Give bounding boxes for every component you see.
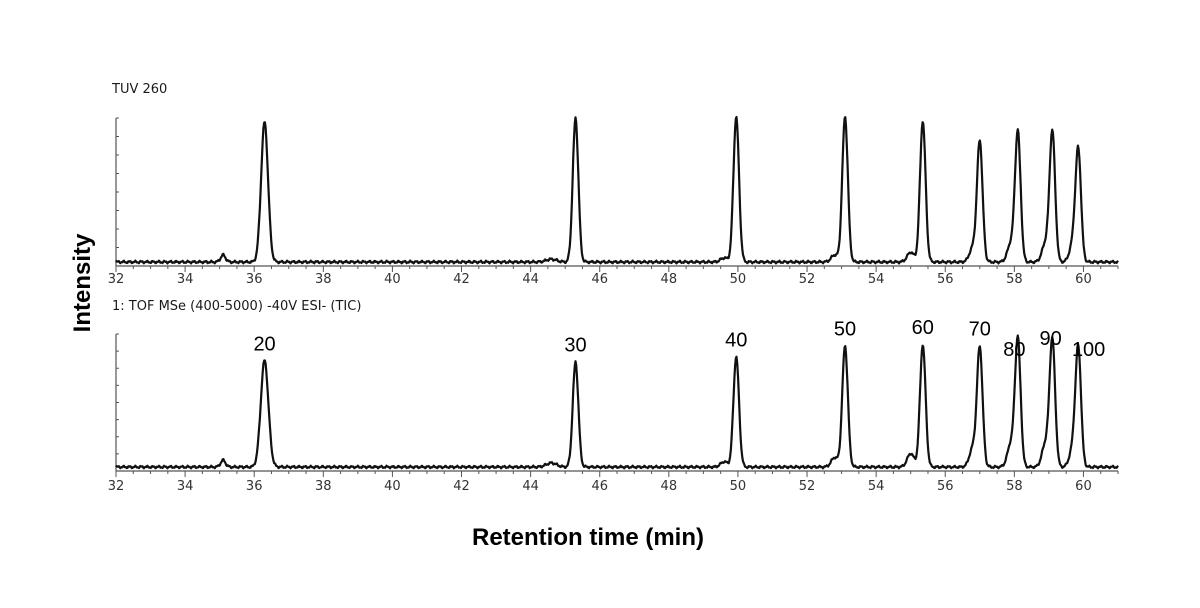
x-tick-label: 48 bbox=[661, 272, 678, 287]
x-tick-label: 54 bbox=[868, 272, 885, 287]
x-tick-label: 40 bbox=[384, 479, 401, 494]
x-tick-label: 60 bbox=[1075, 479, 1092, 494]
y-axis-label: Intensity bbox=[69, 233, 96, 332]
peak-label: 100 bbox=[1072, 339, 1105, 361]
x-tick-label: 54 bbox=[868, 479, 885, 494]
x-axis-label: Retention time (min) bbox=[472, 524, 704, 551]
x-tick-label: 34 bbox=[177, 272, 194, 287]
peak-label: 40 bbox=[725, 329, 747, 351]
x-tick-label: 40 bbox=[384, 272, 401, 287]
x-tick-label: 36 bbox=[246, 272, 263, 287]
panel-2: 1: TOF MSe (400-5000) -40V ESI- (TIC) 32 3… bbox=[108, 299, 1119, 494]
x-tick-label: 60 bbox=[1075, 272, 1092, 287]
x-tick-label: 44 bbox=[522, 272, 539, 287]
x-tick-label: 50 bbox=[730, 272, 747, 287]
peak-label: 30 bbox=[564, 335, 586, 357]
panel-1: TUV 260 32 34 36 38 40 42 44 46 48 50 52 54 56 58 60 bbox=[108, 82, 1119, 287]
x-tick-label: 50 bbox=[730, 479, 747, 494]
x-tick-label: 38 bbox=[315, 272, 332, 287]
chromatogram-trace bbox=[115, 115, 1119, 265]
x-tick-label: 36 bbox=[246, 479, 263, 494]
x-tick-label: 48 bbox=[661, 479, 678, 494]
x-tick-label: 46 bbox=[591, 479, 608, 494]
x-tick-label: 42 bbox=[453, 479, 470, 494]
panel-title: TUV 260 bbox=[111, 82, 167, 97]
x-tick-label: 58 bbox=[1006, 479, 1023, 494]
panel-title: 1: TOF MSe (400-5000) -40V ESI- (TIC) bbox=[112, 299, 361, 314]
x-tick-label: 42 bbox=[453, 272, 470, 287]
x-tick-label: 44 bbox=[522, 479, 539, 494]
peak-label: 20 bbox=[253, 333, 275, 355]
x-tick-label: 56 bbox=[937, 272, 954, 287]
peak-label: 60 bbox=[912, 317, 934, 339]
peak-label: 80 bbox=[1003, 339, 1025, 361]
x-tick-label: 56 bbox=[937, 479, 954, 494]
x-tick-label: 38 bbox=[315, 479, 332, 494]
x-tick-label: 52 bbox=[799, 479, 816, 494]
x-tick-label: 32 bbox=[108, 272, 125, 287]
peak-label: 50 bbox=[834, 318, 856, 340]
x-tick-label: 32 bbox=[108, 479, 125, 494]
chromatogram-trace bbox=[115, 334, 1119, 470]
x-tick-label: 52 bbox=[799, 272, 816, 287]
x-tick-label: 46 bbox=[591, 272, 608, 287]
x-tick-label: 34 bbox=[177, 479, 194, 494]
peak-label: 70 bbox=[969, 319, 991, 341]
x-tick-label: 58 bbox=[1006, 272, 1023, 287]
peak-label: 90 bbox=[1039, 328, 1061, 350]
